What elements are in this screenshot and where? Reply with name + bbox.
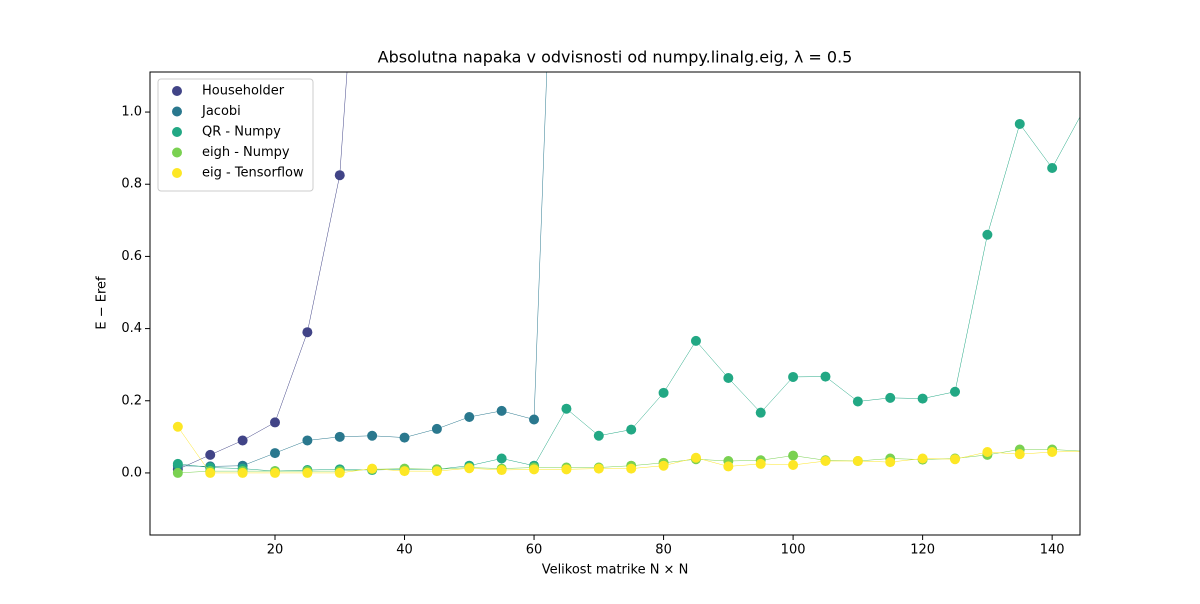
y-tick-label: 1.0 (121, 105, 142, 120)
legend-label: Jacobi (201, 104, 241, 119)
point (690, 335, 701, 346)
x-tick-label: 140 (1040, 543, 1065, 558)
point (464, 463, 475, 474)
point (690, 452, 701, 463)
x-tick-label: 60 (526, 543, 543, 558)
point (593, 430, 604, 441)
point (269, 467, 280, 478)
point (1079, 106, 1080, 111)
point (1014, 118, 1025, 129)
legend-label: eigh - Numpy (202, 145, 290, 160)
legend-label: QR - Numpy (202, 125, 281, 140)
x-tick-label: 40 (396, 543, 413, 558)
point (496, 465, 507, 476)
point (1079, 449, 1080, 454)
point (723, 373, 734, 384)
point (820, 456, 831, 467)
y-tick-label: 0.8 (121, 177, 142, 192)
point (464, 411, 475, 422)
point (205, 467, 216, 478)
point (302, 327, 313, 338)
point (1014, 449, 1025, 460)
point (658, 387, 669, 398)
x-axis-label: Velikost matrike N × N (542, 563, 689, 578)
x-tick-label: 20 (267, 543, 284, 558)
point (399, 466, 410, 477)
point (917, 453, 928, 464)
point (496, 405, 507, 416)
legend-marker (172, 127, 182, 137)
point (431, 423, 442, 434)
point (302, 435, 313, 446)
x-tick-label: 100 (781, 543, 806, 558)
point (885, 392, 896, 403)
point (852, 456, 863, 467)
point (205, 449, 216, 460)
point (561, 403, 572, 414)
plot-area (172, 72, 1080, 478)
y-tick-label: 0.2 (121, 393, 142, 408)
point (788, 459, 799, 470)
point (788, 450, 799, 461)
point (626, 463, 637, 474)
series-line (177, 72, 348, 470)
point (885, 457, 896, 468)
point (496, 453, 507, 464)
chart-title: Absolutna napaka v odvisnosti od numpy.l… (378, 48, 853, 67)
point (820, 371, 831, 382)
point (431, 466, 442, 477)
point (852, 396, 863, 407)
point (561, 464, 572, 475)
point (172, 467, 183, 478)
point (269, 448, 280, 459)
x-tick-label: 120 (910, 543, 935, 558)
legend-label: eig - Tensorflow (202, 166, 304, 181)
point (1047, 162, 1058, 173)
axes-frame (149, 71, 1081, 536)
point (982, 446, 993, 457)
point (237, 467, 248, 478)
point (950, 454, 961, 465)
point (755, 458, 766, 469)
point (626, 424, 637, 435)
series-line (177, 116, 1080, 472)
legend-marker (172, 86, 182, 96)
point (529, 414, 540, 425)
y-tick-label: 0.6 (121, 249, 142, 264)
point (334, 170, 345, 181)
point (367, 463, 378, 474)
point (172, 458, 183, 469)
point (658, 460, 669, 471)
point (950, 386, 961, 397)
point (334, 431, 345, 442)
legend-marker (172, 168, 182, 178)
point (367, 430, 378, 441)
series-line (177, 72, 548, 467)
point (788, 371, 799, 382)
point (334, 467, 345, 478)
y-tick-label: 0.0 (121, 465, 142, 480)
legend-label: Householder (202, 84, 285, 99)
legend-marker (172, 147, 182, 158)
point (593, 463, 604, 474)
point (755, 407, 766, 418)
x-tick-label: 80 (655, 543, 672, 558)
point (917, 393, 928, 404)
y-tick-label: 0.4 (121, 321, 142, 336)
point (1047, 446, 1058, 457)
point (399, 432, 410, 443)
point (723, 461, 734, 472)
legend-marker (172, 106, 182, 117)
point (982, 229, 993, 240)
point (1079, 449, 1080, 454)
point (172, 421, 183, 432)
point (269, 417, 280, 428)
point (237, 435, 248, 446)
legend-box (157, 78, 314, 192)
point (302, 467, 313, 478)
point (529, 464, 540, 475)
y-axis-label: E − Eref (95, 276, 110, 330)
